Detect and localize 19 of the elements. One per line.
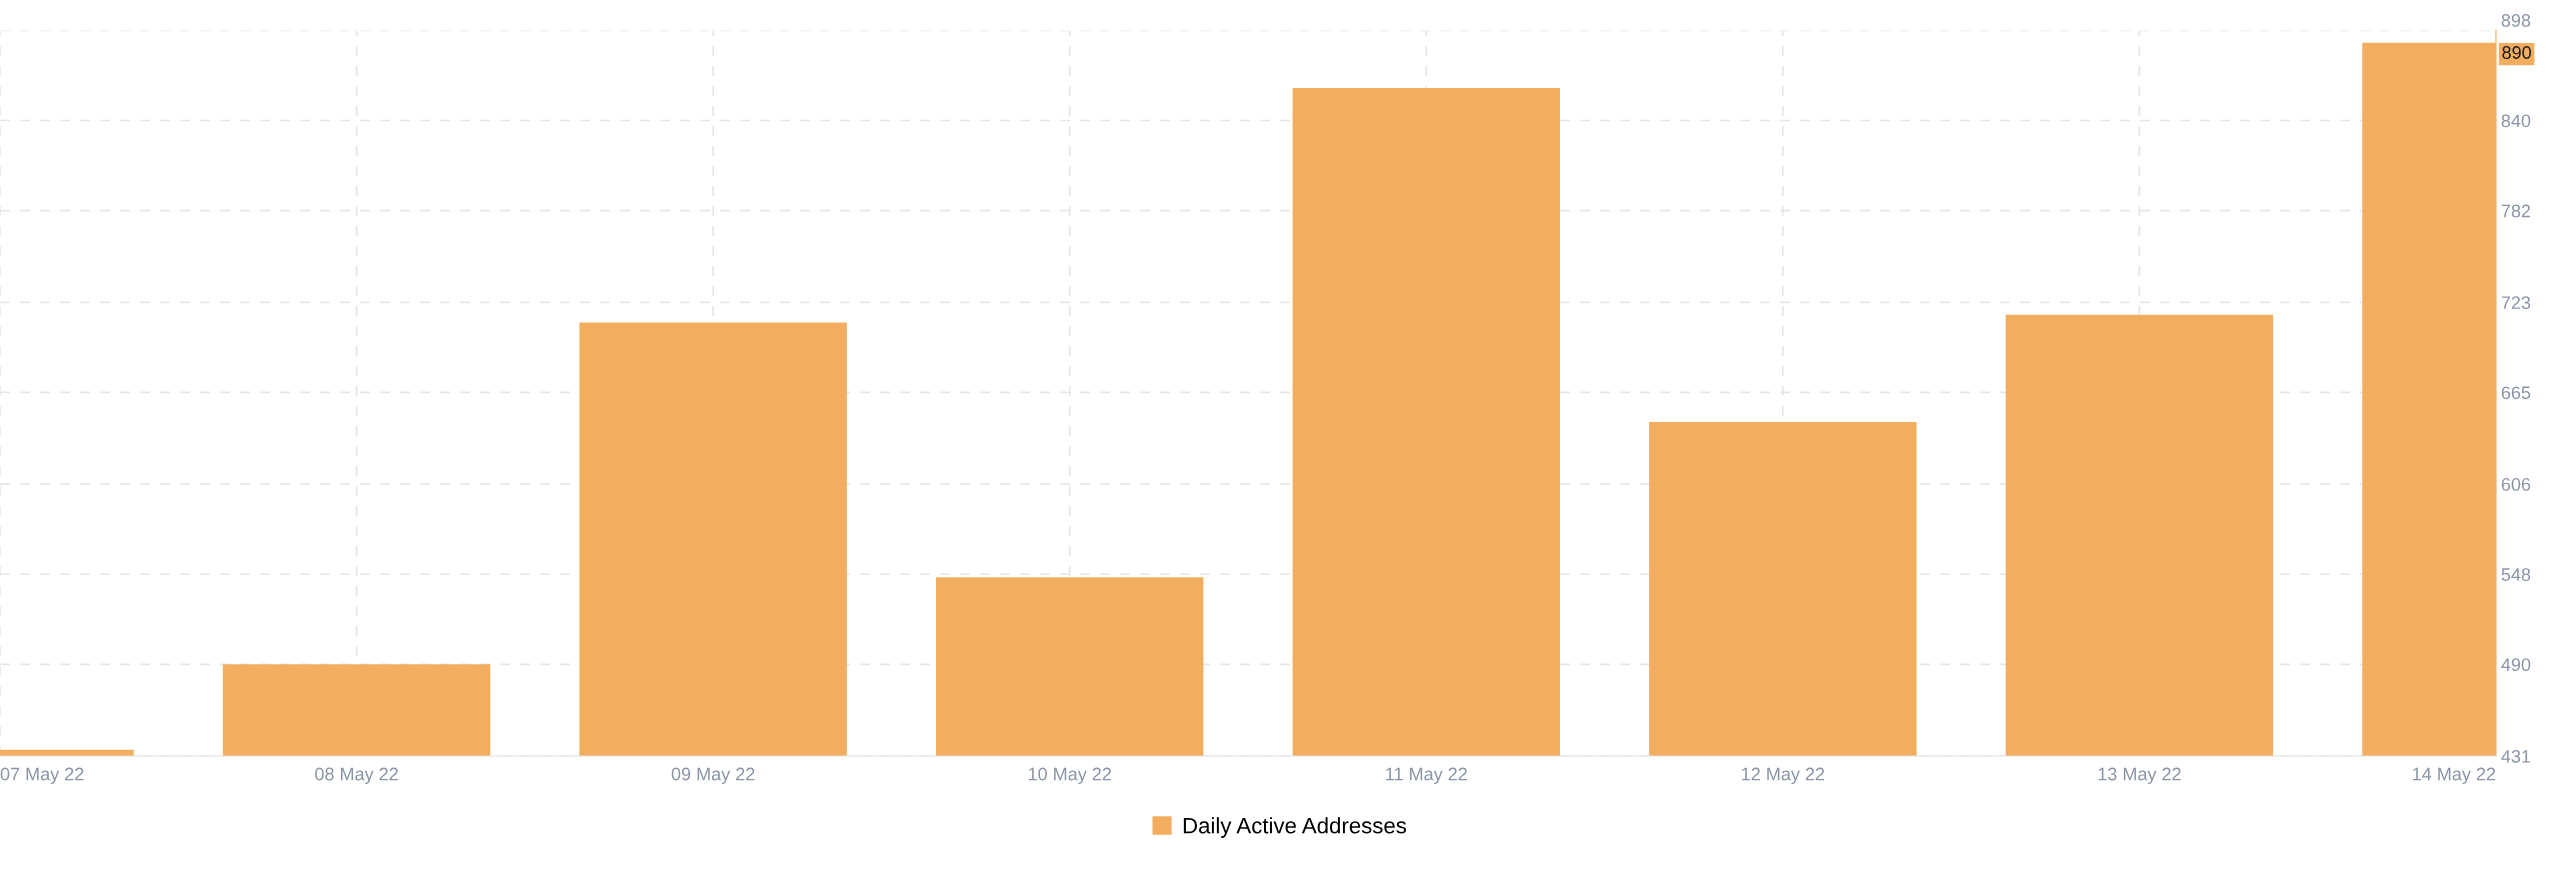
y-tick-label: 898 <box>2501 14 2531 27</box>
legend-label: Daily Active Addresses <box>1183 817 1407 838</box>
y-tick-label: 723 <box>2501 296 2531 310</box>
x-tick-label: 12 May 22 <box>1742 767 1825 784</box>
y-tick-label: 431 <box>2501 749 2531 763</box>
x-tick-label: 08 May 22 <box>315 767 398 784</box>
x-tick-label: 07 May 22 <box>0 767 84 784</box>
y-tick-label: 548 <box>2501 568 2531 581</box>
x-tick-label: 10 May 22 <box>1028 767 1111 784</box>
x-tick-label: 09 May 22 <box>671 767 755 784</box>
y-tick-label: 782 <box>2501 204 2531 218</box>
y-tick-label: 840 <box>2501 114 2531 128</box>
x-tick-label: 14 May 22 <box>2413 767 2496 784</box>
x-tick-label: 11 May 22 <box>1386 767 1467 784</box>
y-tick-label: 490 <box>2501 658 2531 672</box>
y-tick-label: 665 <box>2501 386 2531 400</box>
y-tick-label: 606 <box>2501 478 2531 491</box>
x-tick-label: 13 May 22 <box>2098 767 2181 784</box>
annotation: 890 <box>2502 46 2531 59</box>
